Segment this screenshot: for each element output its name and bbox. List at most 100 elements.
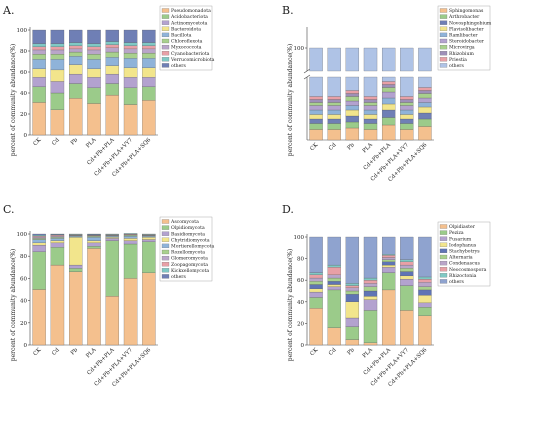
panel-d-bar-rhizoctonia [309,272,323,275]
panel-d-legend-label-iodophanus: Iodophanus [449,242,477,248]
panel-c-bar-rozellomycota [123,234,138,237]
panel-c-bar-basidiomycota [50,242,65,248]
panel-a-legend-swatch-bacillota [161,32,170,38]
panel-a-ytick-label: 100 [17,28,28,34]
panel-b-bar-ramlibacter [309,109,323,115]
panel-b-bar-novosphingobium [363,118,378,124]
panel-a-bar-cyanobacteriota [142,45,156,50]
panel-d-bar-others [381,236,396,255]
panel-d-bar-stachybotrys [345,294,360,302]
panel-d-xtick-label: PLA [362,346,375,359]
panel-d-bar-alternaria [418,286,432,291]
panel-a-bar-actinomycetota [123,77,138,88]
panel-a-bar-pseudomonadota [105,94,119,136]
panel-a-xtick-label: Pb [70,137,80,147]
panel-c-legend-label-zoopagomycota: Zoopagomycota [171,262,208,268]
panel-b-bar-priestia [363,96,378,100]
panel-a-legend-label-cyanobacteriota: Cyanobacteriota [171,51,210,57]
panel-b-bar-ramlibacter [327,109,341,115]
panel-a-legend-swatch-acidobacteriota [161,14,170,19]
panel-d-legend: OlpidiasterPezizaFusariumIodophanusStach… [437,221,491,287]
panel-b-bar-others [381,47,396,72]
panel-d-bar-alternaria [309,281,323,285]
panel-c-bar-rozellomycota [50,237,65,239]
panel-c-ytick-label: 80 [20,254,27,260]
panel-d-bar-condenascus [418,282,432,287]
panel-a-bar-chloroflexota [142,52,156,59]
panel-d-legend-label-alternaria: Alternaria [448,255,473,261]
panel-c-bar-kickxellomycota [123,233,138,235]
panel-a-legend-label-pseudomonadota: Pseudomonadota [171,8,211,14]
panel-d-bar-condenascus [345,287,360,292]
panel-b-bar-rhizobium [400,99,414,103]
panel-d-legend-label-neocosmospora: Neocosmospora [449,267,487,273]
panel-d-bar-rhizoctonia [363,277,378,281]
panel-d-ytick-label: 60 [297,278,304,284]
panel-d-bar-others [345,236,360,284]
panel-c-legend-swatch-zoopagomycota [161,262,170,267]
panel-c-bar-ascomycota [105,296,119,346]
panel-c-label: C. [3,203,15,216]
panel-d-bar-fusarium [400,278,414,286]
panel-d-bar-rhizoctonia [381,254,396,256]
panel-a-legend-swatch-cyanobacteriota [161,51,170,56]
panel-a-bar-myxococcota [105,47,119,53]
panel-a-bar-pseudomonadota [87,103,101,136]
panel-d-bar-fusarium [363,299,378,311]
panel-a-bar-cyanobacteriota [50,46,65,51]
panel-b-xtick-label: Pb [346,142,356,152]
panel-c-legend-swatch-others [161,274,170,279]
panel-b-bar-steroidobacter [309,105,323,111]
panel-d-bar-olpidiaster [327,327,341,346]
panel-b-bar-priestia [345,90,360,94]
panel-d-bar-olpidiaster [345,339,360,346]
panel-b-xtick-label: CK [309,142,320,153]
panel-a-bar-bacteroidota [32,68,46,78]
panel-a-legend-label-verrucomicrobiota: Verrucomicrobiota [170,57,215,63]
panel-c-bar-mortierellomycota [142,236,156,238]
panel-b-bar-arthrobacter [345,121,360,129]
panel-a-bar-bacillota [87,59,101,69]
panel-a-bar-others [87,29,101,44]
panel-b-legend-label-others: others [449,63,464,69]
panel-b-bar-steroidobacter [327,105,341,111]
panel-b-legend-swatch-priestia [439,57,448,62]
panel-d-bar-olpidiaster [309,308,323,346]
panel-d-legend-label-others: others [449,279,464,285]
panel-c-xtick-label: Pb [70,347,80,357]
panel-a-bar-bacteroidota [105,65,119,75]
panel-d-legend-label-fusarium: Fusarium [449,236,472,242]
panel-c-legend-label-others: others [171,274,186,280]
panel-b-bar-microvirga [309,102,323,106]
panel-d-bar-others [309,236,323,273]
panel-a-legend: PseudomonadotaAcidobacteriotaActinomycet… [159,5,215,71]
panel-b-bar-priestia [418,87,432,91]
panel-c-legend-swatch-ascomycota [161,219,170,224]
panel-c-bar-chytridiomycota [32,242,46,246]
panel-b-bar-others [363,76,378,97]
panel-b-bar-rhizobium [345,93,360,97]
panel-a-legend-swatch-myxococcota [161,44,170,50]
panel-d-legend-swatch-rhizoctonia [439,273,448,278]
panel-b-legend-swatch-flavisolibacter [439,26,448,31]
panel-c-bar-kickxellomycota [32,234,46,237]
panel-c-bar-glomeromycota [50,236,65,238]
panel-d-bar-stachybotrys [381,261,396,266]
panel-d-bar-others [400,236,414,260]
panel-c-bar-others [87,233,101,235]
panel-a-bar-acidobacteriota [69,83,83,99]
panel-d-bar-stachybotrys [327,281,341,285]
panel-b-bar-flavisolibacter [400,114,414,120]
panel-d-bar-iodophanus [418,295,432,304]
panel-d-bar-rhizoctonia [400,259,414,262]
panel-a-legend-label-actinomycetota: Actinomycetota [170,20,208,26]
panel-b-bar-others [345,76,360,91]
panel-a-bar-pseudomonadota [142,100,156,136]
panel-c-bar-ascomycota [69,271,83,346]
panel-d-bar-olpidiaster [363,342,378,346]
panel-b-bar-others [309,47,323,72]
panel-d-bar-fusarium [309,291,323,298]
panel-c-bar-basidiomycota [32,244,46,252]
panel-c-bar-mortierellomycota [105,236,119,238]
panel-a-bar-chloroflexota [50,54,65,60]
